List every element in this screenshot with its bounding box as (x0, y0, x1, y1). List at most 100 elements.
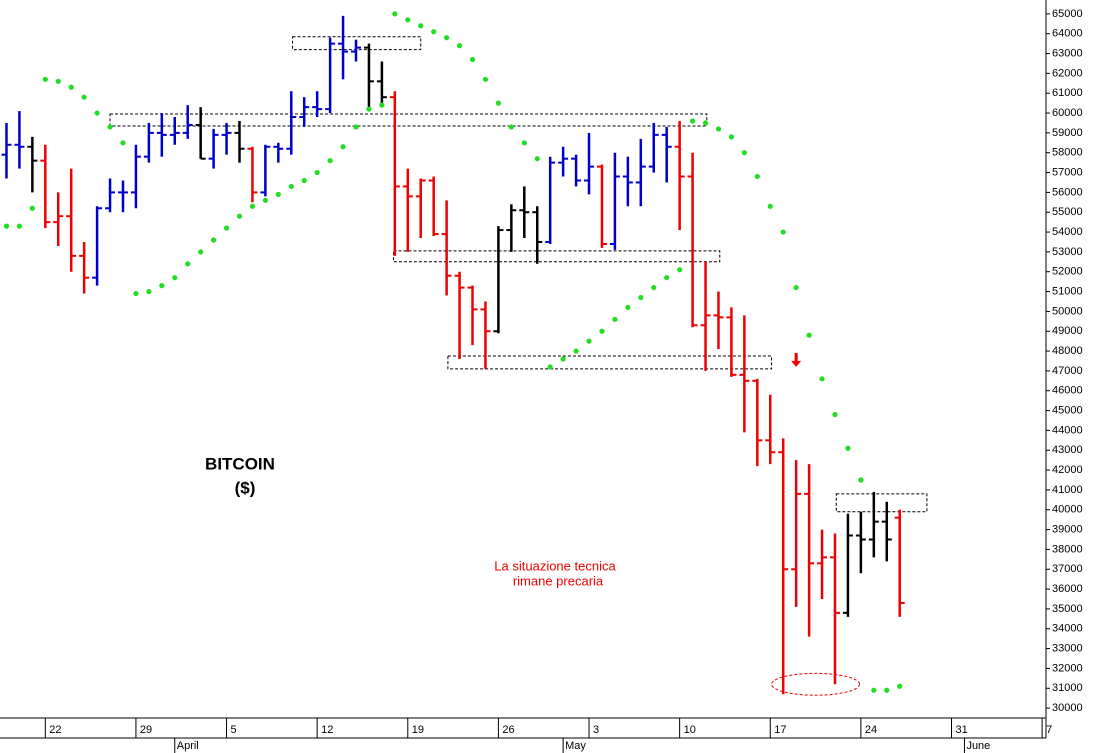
y-tick-label: 32000 (1052, 662, 1083, 674)
sar-dot (741, 150, 747, 156)
y-tick-label: 62000 (1052, 67, 1083, 79)
sar-dot (366, 106, 372, 112)
y-tick-label: 47000 (1052, 365, 1083, 377)
sar-dot (715, 126, 722, 132)
x-tick-label: 19 (412, 724, 424, 736)
sar-dot (314, 169, 320, 176)
sar-dot (3, 223, 10, 229)
sar-dot (599, 328, 605, 334)
sar-dot (780, 229, 786, 235)
y-tick-label: 53000 (1052, 246, 1083, 258)
y-tick-label: 43000 (1052, 444, 1083, 456)
sar-dot (702, 120, 709, 126)
sar-dot (301, 177, 307, 184)
sar-dot (185, 261, 191, 267)
price-zone (447, 355, 773, 370)
x-tick-label: 24 (865, 724, 877, 736)
annotation: La situazione tecnica (494, 558, 616, 573)
sar-dot (327, 158, 333, 164)
sar-dot (353, 124, 359, 130)
x-tick-label: 10 (684, 724, 696, 736)
sar-dot (884, 687, 890, 693)
sar-dot (68, 84, 74, 90)
sar-dot (288, 183, 294, 190)
sar-dot (379, 102, 385, 108)
sar-dot (832, 411, 838, 418)
sar-dot (625, 304, 631, 311)
y-tick-label: 65000 (1052, 8, 1083, 20)
y-tick-label: 34000 (1052, 623, 1083, 635)
y-tick-label: 51000 (1052, 285, 1083, 297)
sar-dot (858, 477, 864, 483)
sar-dot (508, 124, 514, 130)
sar-dot (275, 191, 281, 197)
x-tick-label: 29 (140, 724, 152, 736)
price-zone (109, 113, 708, 127)
y-tick-label: 41000 (1052, 484, 1083, 496)
sar-dot (340, 144, 346, 150)
y-tick-label: 50000 (1052, 305, 1083, 317)
sar-dot (249, 203, 256, 209)
low-highlight (771, 672, 861, 696)
month-label: April (177, 740, 199, 752)
y-tick-label: 36000 (1052, 583, 1083, 595)
x-tick-label: 12 (321, 724, 333, 736)
y-tick-label: 64000 (1052, 28, 1083, 40)
sar-dot (42, 76, 48, 82)
y-tick-label: 48000 (1052, 345, 1083, 357)
y-tick-label: 56000 (1052, 186, 1083, 198)
y-tick-label: 38000 (1052, 543, 1083, 555)
sar-dot (172, 275, 178, 281)
sar-dot (418, 23, 424, 29)
y-tick-label: 61000 (1052, 87, 1083, 99)
sar-dot (871, 687, 877, 693)
sar-dot (651, 284, 657, 291)
y-tick-label: 54000 (1052, 226, 1083, 238)
y-tick-label: 52000 (1052, 266, 1083, 278)
price-zone (393, 250, 721, 263)
sar-dot (897, 683, 903, 689)
sar-dot (159, 283, 165, 289)
chart-unit: ($) (235, 478, 256, 497)
y-tick-label: 46000 (1052, 385, 1083, 397)
sar-dot (845, 445, 851, 451)
sar-dot (638, 294, 644, 301)
y-tick-label: 55000 (1052, 206, 1083, 218)
y-tick-label: 63000 (1052, 47, 1083, 59)
sar-dot (728, 134, 735, 140)
chart-title: BITCOIN (205, 454, 275, 473)
sar-dot (262, 197, 268, 203)
y-tick-label: 40000 (1052, 504, 1083, 516)
sar-dot (94, 110, 100, 116)
y-tick-label: 57000 (1052, 166, 1083, 178)
sar-dot (677, 267, 683, 273)
sar-dot (754, 173, 760, 180)
sar-dot (806, 332, 812, 338)
y-tick-label: 33000 (1052, 642, 1083, 654)
sar-dot (444, 35, 450, 41)
sar-dot (146, 288, 152, 295)
x-tick-label: 7 (1046, 724, 1052, 736)
sar-dot (236, 213, 243, 219)
x-tick-label: 26 (502, 724, 514, 736)
sar-dot (573, 348, 579, 354)
sar-dot (547, 364, 553, 370)
sar-dot (211, 237, 217, 243)
sar-dot (107, 124, 113, 130)
y-tick-label: 45000 (1052, 404, 1083, 416)
sar-dot (767, 203, 773, 209)
annotation: rimane precaria (513, 573, 604, 588)
sar-dot (198, 249, 204, 255)
sar-dot (793, 284, 799, 291)
x-tick-label: 5 (231, 724, 237, 736)
y-tick-label: 35000 (1052, 603, 1083, 615)
sar-dot (16, 223, 23, 229)
y-tick-label: 58000 (1052, 147, 1083, 159)
sar-dot (560, 356, 566, 362)
x-tick-label: 3 (593, 724, 599, 736)
sar-dot (456, 43, 463, 49)
sar-dot (431, 29, 437, 35)
y-tick-label: 39000 (1052, 523, 1083, 535)
